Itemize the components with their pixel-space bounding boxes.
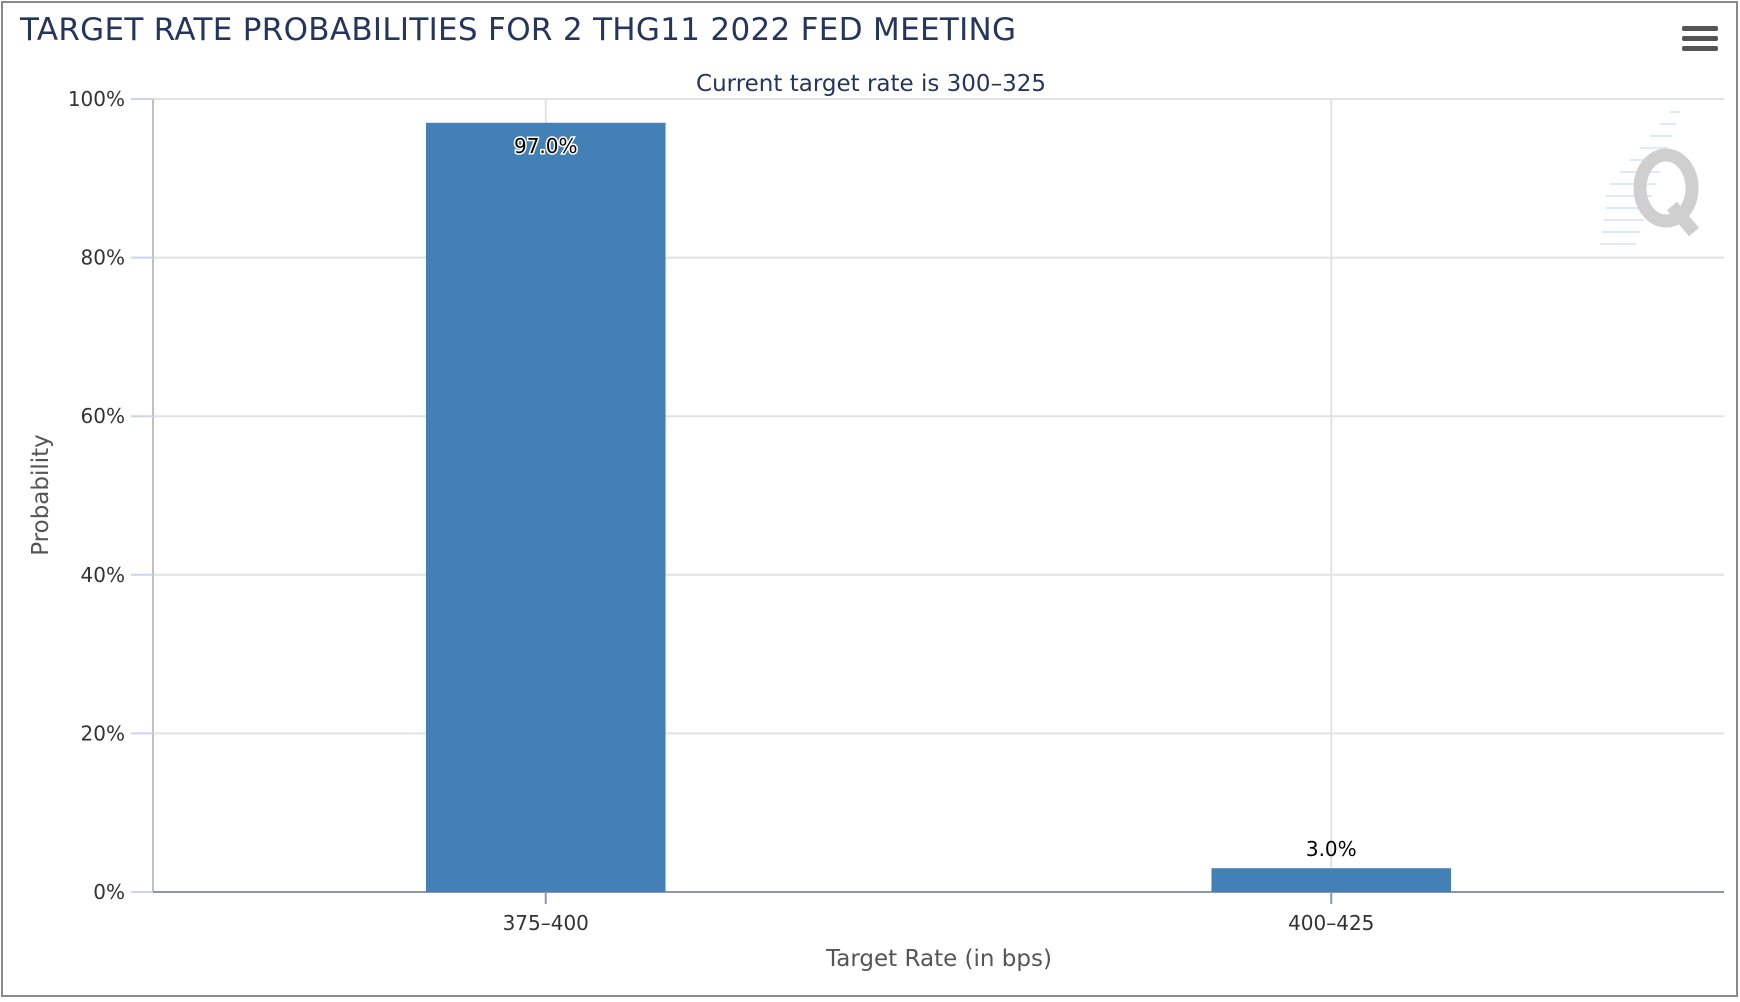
y-tick-label: 100% — [68, 87, 125, 111]
x-axis-ticks: 375–400 400–425 — [503, 892, 1374, 935]
hamburger-menu-icon[interactable] — [1682, 26, 1718, 58]
x-axis-label: Target Rate (in bps) — [825, 946, 1052, 972]
x-tick-label: 400–425 — [1288, 911, 1374, 935]
bar[interactable] — [1211, 868, 1452, 892]
chart-grid — [152, 98, 1724, 893]
bar-data-label: 97.0% — [514, 134, 578, 158]
y-tick-label: 40% — [81, 563, 125, 587]
chart-bars: 97.0% 3.0% — [425, 122, 1452, 893]
bar[interactable] — [425, 122, 666, 893]
y-axis-label: Probability — [28, 434, 54, 556]
bar-data-label: 3.0% — [1306, 837, 1357, 861]
chart-title: TARGET RATE PROBABILITIES FOR 2 THG11 20… — [20, 12, 1017, 48]
x-tick-label: 375–400 — [503, 911, 589, 935]
q-logo-icon — [1600, 111, 1699, 245]
chart-subtitle: Current target rate is 300–325 — [696, 71, 1046, 97]
y-tick-label: 80% — [81, 246, 125, 270]
y-tick-label: 20% — [81, 721, 125, 745]
y-tick-label: 0% — [93, 880, 125, 904]
y-axis-ticks: 0% 20% 40% 60% 80% 100% — [68, 87, 153, 904]
y-tick-label: 60% — [81, 404, 125, 428]
